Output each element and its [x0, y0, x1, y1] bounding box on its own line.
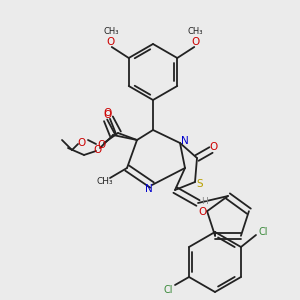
Text: N: N: [181, 136, 189, 146]
Text: O: O: [191, 37, 200, 47]
Text: CH₃: CH₃: [188, 28, 203, 37]
Text: O: O: [103, 110, 111, 120]
Text: CH₃: CH₃: [97, 176, 113, 185]
Text: Cl: Cl: [163, 285, 173, 295]
Text: O: O: [198, 207, 206, 217]
Text: N: N: [145, 184, 153, 194]
Text: CH₃: CH₃: [103, 28, 118, 37]
Text: H: H: [202, 196, 208, 206]
Text: O: O: [103, 108, 111, 118]
Text: O: O: [210, 142, 218, 152]
Text: O: O: [97, 140, 105, 150]
Text: O: O: [94, 145, 102, 155]
Text: O: O: [78, 138, 86, 148]
Text: Cl: Cl: [258, 227, 268, 237]
Text: S: S: [197, 179, 203, 189]
Text: O: O: [106, 37, 115, 47]
